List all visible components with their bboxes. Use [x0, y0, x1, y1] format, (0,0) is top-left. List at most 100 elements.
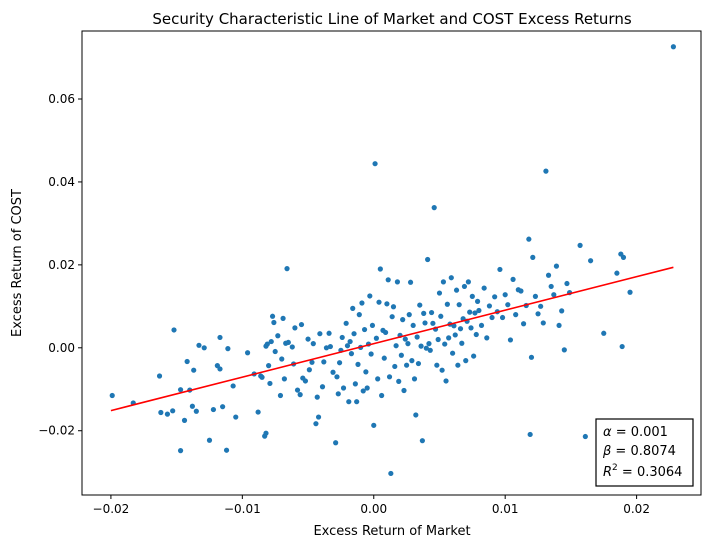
- data-point: [385, 277, 391, 283]
- data-point: [210, 406, 217, 413]
- data-point: [401, 387, 407, 394]
- data-point: [442, 341, 448, 347]
- data-point: [394, 279, 401, 285]
- data-point: [376, 299, 382, 305]
- data-point: [535, 311, 541, 317]
- data-point: [392, 363, 398, 370]
- data-point: [561, 347, 567, 353]
- data-point: [354, 399, 360, 405]
- y-tick-label: 0.06: [48, 92, 75, 106]
- data-point: [335, 391, 341, 397]
- data-point: [459, 340, 465, 346]
- data-point: [317, 331, 323, 337]
- x-tick-label: −0.02: [93, 502, 130, 516]
- data-point: [272, 348, 278, 355]
- data-point: [277, 392, 284, 399]
- data-point: [417, 302, 423, 308]
- data-point: [551, 292, 557, 298]
- data-point: [310, 341, 316, 347]
- data-point: [346, 399, 352, 405]
- data-point: [478, 322, 485, 329]
- data-point: [489, 314, 495, 321]
- data-point: [497, 266, 503, 273]
- data-point: [292, 325, 298, 331]
- data-point: [393, 343, 399, 349]
- data-point: [411, 376, 418, 382]
- data-point: [404, 362, 410, 368]
- data-point: [553, 263, 560, 269]
- data-point: [444, 301, 450, 307]
- y-tick-label: 0.04: [48, 175, 75, 189]
- data-point: [619, 343, 625, 350]
- data-point: [502, 292, 508, 298]
- data-point: [471, 353, 477, 359]
- data-point: [285, 339, 291, 346]
- data-point: [379, 392, 385, 399]
- data-point: [405, 341, 411, 347]
- x-tick-label: −0.01: [224, 502, 261, 516]
- data-point: [220, 404, 226, 410]
- data-point: [268, 338, 274, 345]
- data-point: [518, 288, 524, 294]
- beta-stat: β = 0.8074: [602, 444, 676, 459]
- data-point: [407, 279, 414, 285]
- data-point: [177, 387, 184, 393]
- data-point: [351, 331, 357, 337]
- data-point: [461, 283, 468, 290]
- data-point: [263, 430, 269, 436]
- data-point: [372, 161, 378, 167]
- data-point: [457, 326, 464, 332]
- r-symbol: R: [603, 465, 612, 480]
- data-point: [264, 341, 270, 347]
- data-point: [670, 44, 677, 50]
- x-tick-label: 0.01: [492, 502, 519, 516]
- y-axis-ticks: −0.02 0.00 0.02 0.04 0.06: [38, 92, 82, 438]
- data-point: [191, 367, 197, 373]
- data-point: [577, 242, 583, 248]
- data-point: [255, 409, 261, 415]
- data-point: [223, 447, 230, 453]
- data-point: [356, 312, 362, 318]
- data-point: [225, 346, 231, 352]
- stats-box-frame: [595, 418, 694, 487]
- data-point: [184, 358, 190, 365]
- data-point: [360, 388, 366, 394]
- data-point: [230, 383, 236, 389]
- data-point: [468, 325, 474, 331]
- data-point: [400, 317, 406, 323]
- data-point: [386, 374, 393, 380]
- data-point: [484, 335, 490, 341]
- data-point: [527, 431, 533, 438]
- data-point: [259, 374, 265, 380]
- data-point: [382, 329, 389, 336]
- data-point: [543, 168, 549, 174]
- data-point: [233, 414, 239, 420]
- data-point: [436, 290, 443, 296]
- data-point: [427, 347, 433, 353]
- data-point: [171, 327, 177, 333]
- data-point: [269, 313, 276, 319]
- alpha-symbol: α: [603, 425, 612, 440]
- stats-box: α = 0.001 β = 0.8074 R2 = 0.3064: [595, 418, 694, 487]
- data-point: [306, 367, 312, 373]
- data-point: [196, 342, 202, 348]
- data-point: [452, 332, 458, 338]
- plot-area-frame: [81, 30, 702, 496]
- data-point: [189, 403, 195, 409]
- data-point: [319, 384, 326, 390]
- points-layer: [109, 44, 677, 477]
- data-point: [406, 312, 412, 318]
- data-point: [548, 283, 554, 290]
- data-point: [350, 305, 356, 311]
- y-axis-title: Excess Return of COST: [10, 189, 25, 337]
- y-tick-label: 0.00: [48, 341, 75, 355]
- data-point: [510, 276, 516, 282]
- data-point: [369, 322, 376, 329]
- data-point: [530, 254, 536, 260]
- data-point: [390, 304, 397, 310]
- data-point: [474, 298, 481, 304]
- data-point: [347, 338, 353, 345]
- data-point: [422, 320, 428, 326]
